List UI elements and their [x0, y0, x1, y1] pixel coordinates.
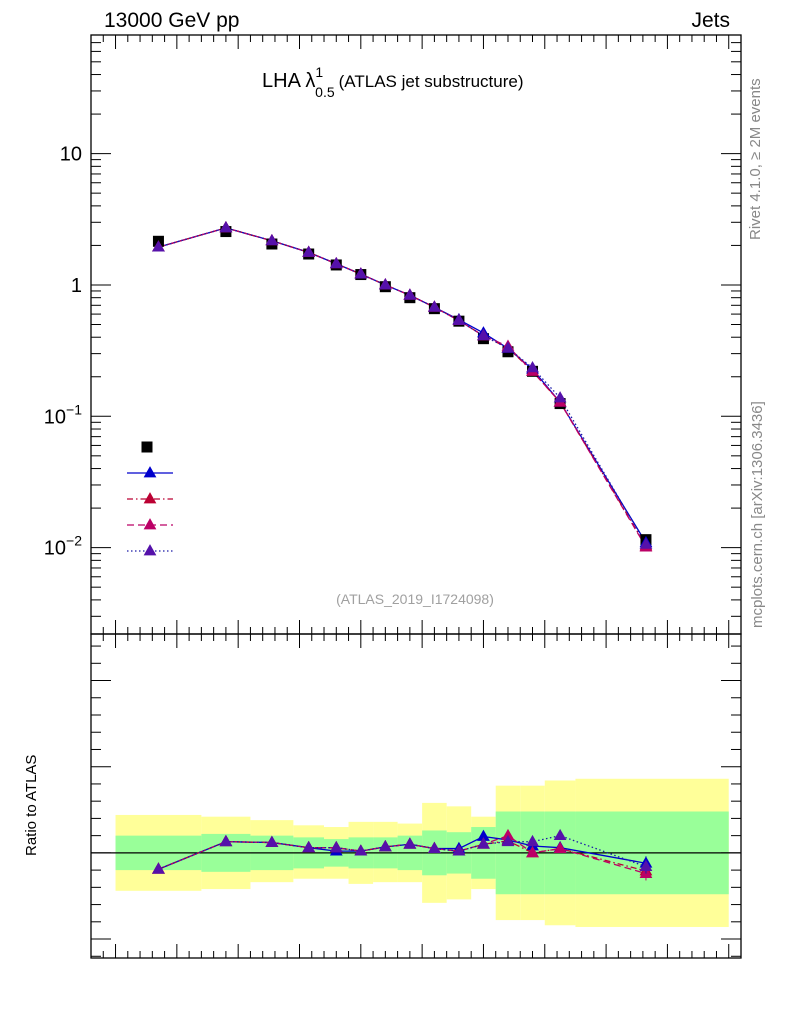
ratio-point	[526, 834, 539, 847]
legend-marker-2	[143, 492, 157, 504]
y-tick-label-exponent: −2	[66, 533, 82, 549]
ratio-plot-frame	[90, 633, 742, 959]
ratio-point	[477, 837, 490, 849]
plot-title-suffix: (ATLAS jet substructure)	[339, 72, 524, 91]
plot-title-main: LHA λ	[262, 70, 315, 92]
ratio-point	[152, 862, 165, 874]
series-line-1	[158, 227, 647, 547]
ratio-panel	[90, 633, 742, 959]
ratio-point	[354, 844, 368, 856]
series-point	[265, 233, 279, 246]
legend-marker-1	[143, 466, 157, 478]
legend-marker-4	[143, 544, 157, 556]
ratio-point	[378, 840, 392, 852]
y-tick-label-base: 10	[44, 406, 66, 428]
series-point	[639, 537, 653, 549]
series-point	[378, 278, 392, 290]
ratio-point	[553, 841, 567, 853]
analysis-id-label: (ATLAS_2019_I1724098)	[336, 591, 494, 607]
y-tick-label: 1	[71, 275, 82, 297]
series-point	[452, 313, 466, 325]
ratio-point	[265, 835, 279, 847]
ratio-point	[501, 828, 515, 841]
series-point	[477, 328, 490, 341]
y-tick-label: 10−2	[44, 533, 82, 560]
series-point	[403, 288, 417, 300]
ratio-point	[428, 841, 441, 853]
series-point	[501, 341, 515, 353]
legend-marker-3	[143, 518, 157, 530]
ratio-point	[403, 837, 417, 849]
series-line-0	[158, 227, 647, 544]
y-tick-label-base: 1	[71, 275, 82, 297]
y-tick-label: 10	[60, 144, 82, 166]
legend-marker-data	[141, 441, 153, 453]
series-line-3	[158, 227, 647, 545]
series-point	[219, 221, 233, 233]
mcplots-label: mcplots.cern.ch [arXiv:1306.3436]	[749, 401, 766, 628]
ratio-point	[526, 846, 539, 858]
rivet-version-label: Rivet 4.1.0, ≥ 2M events	[747, 78, 764, 240]
series-point	[152, 240, 165, 252]
ratio-point	[452, 844, 466, 856]
ratio-point	[219, 834, 233, 847]
ratio-point	[639, 859, 653, 872]
plot-title-subscript: 0.5	[315, 84, 335, 100]
series-point	[302, 245, 316, 257]
ratio-point	[302, 840, 316, 853]
y-tick-label-base: 10	[60, 144, 82, 166]
series-point	[526, 360, 539, 373]
series-point	[354, 267, 368, 279]
series-point	[428, 300, 441, 312]
series-point	[553, 391, 567, 403]
legend	[127, 441, 173, 556]
header-left-label: 13000 GeV pp	[104, 9, 239, 32]
plot-title-superscript: 1	[315, 64, 323, 80]
y-tick-label-exponent: −1	[66, 401, 82, 417]
series-point	[329, 256, 343, 269]
ratio-y-axis-label: Ratio to ATLAS	[23, 755, 40, 856]
ratio-point	[553, 828, 567, 841]
series-line-2	[158, 227, 647, 548]
ratio-point	[477, 829, 490, 841]
y-tick-label-base: 10	[44, 538, 66, 560]
plot-title: LHA λ1 0.5(ATLAS jet substructure)	[262, 64, 523, 100]
y-tick-label: 10−1	[44, 401, 82, 428]
ratio-point	[501, 834, 515, 847]
ratio-point	[329, 840, 343, 853]
header-right-label: Jets	[691, 9, 730, 32]
